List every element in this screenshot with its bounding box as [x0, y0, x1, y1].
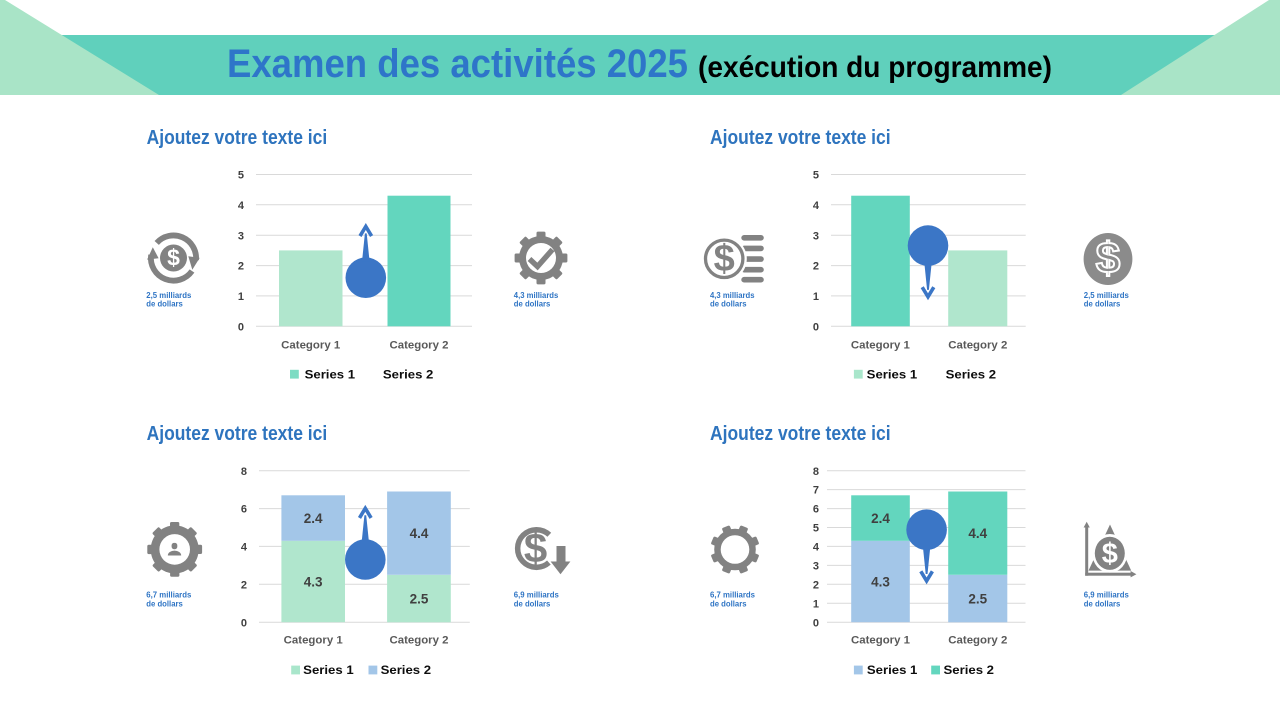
svg-text:Examen des activités 2025: Examen des activités 2025 — [227, 42, 688, 86]
svg-text:$: $ — [1096, 234, 1120, 283]
svg-text:de dollars: de dollars — [1084, 598, 1121, 608]
svg-text:6: 6 — [813, 504, 819, 516]
svg-text:Series 2: Series 2 — [946, 367, 997, 381]
svg-text:4.3: 4.3 — [304, 574, 323, 589]
svg-text:Series 1: Series 1 — [867, 663, 918, 677]
svg-text:Category 1: Category 1 — [284, 635, 343, 647]
svg-text:3: 3 — [813, 230, 819, 242]
svg-text:Series 2: Series 2 — [381, 663, 432, 677]
svg-text:de dollars: de dollars — [146, 299, 183, 309]
svg-text:2: 2 — [813, 261, 819, 273]
svg-text:Category 2: Category 2 — [390, 635, 449, 647]
svg-text:6,7 milliards: 6,7 milliards — [146, 590, 191, 600]
svg-text:de dollars: de dollars — [710, 299, 747, 309]
svg-text:Series 2: Series 2 — [944, 663, 995, 677]
svg-text:4: 4 — [813, 542, 820, 554]
svg-text:8: 8 — [241, 466, 247, 478]
svg-text:3: 3 — [813, 561, 819, 573]
svg-text:1: 1 — [238, 291, 244, 303]
svg-text:de dollars: de dollars — [146, 598, 183, 608]
svg-text:$: $ — [1102, 538, 1118, 570]
svg-text:Series 1: Series 1 — [867, 367, 918, 381]
svg-text:2,5 milliards: 2,5 milliards — [146, 290, 191, 300]
svg-text:$: $ — [524, 525, 547, 572]
svg-text:4.4: 4.4 — [410, 526, 429, 541]
svg-text:de dollars: de dollars — [514, 598, 551, 608]
svg-text:Series 1: Series 1 — [303, 663, 354, 677]
svg-text:4,3 milliards: 4,3 milliards — [710, 290, 755, 300]
svg-text:5: 5 — [238, 170, 244, 182]
svg-text:6,7 milliards: 6,7 milliards — [710, 590, 755, 600]
svg-text:Category 2: Category 2 — [948, 340, 1007, 352]
svg-text:2: 2 — [241, 579, 247, 591]
svg-text:$: $ — [714, 238, 735, 280]
svg-text:5: 5 — [813, 523, 819, 535]
svg-text:0: 0 — [813, 617, 819, 629]
svg-text:2.4: 2.4 — [304, 511, 323, 526]
svg-text:2.4: 2.4 — [871, 511, 890, 526]
svg-text:$: $ — [167, 245, 180, 271]
svg-text:1: 1 — [813, 598, 819, 610]
svg-text:2: 2 — [238, 261, 244, 273]
svg-text:de dollars: de dollars — [514, 299, 551, 309]
svg-text:4,3 milliards: 4,3 milliards — [514, 290, 559, 300]
svg-text:Category 1: Category 1 — [281, 340, 340, 352]
svg-text:2: 2 — [813, 579, 819, 591]
svg-text:1: 1 — [813, 291, 819, 303]
svg-text:7: 7 — [813, 485, 819, 497]
svg-text:5: 5 — [813, 170, 819, 182]
svg-text:4: 4 — [241, 542, 248, 554]
svg-text:4: 4 — [813, 200, 820, 212]
svg-text:Ajoutez votre texte ici: Ajoutez votre texte ici — [710, 127, 891, 149]
svg-text:4.4: 4.4 — [968, 526, 987, 541]
svg-text:Ajoutez votre texte ici: Ajoutez votre texte ici — [710, 423, 891, 445]
svg-text:de dollars: de dollars — [710, 598, 747, 608]
svg-text:4.3: 4.3 — [871, 574, 890, 589]
svg-text:0: 0 — [241, 617, 247, 629]
svg-text:Category 2: Category 2 — [390, 340, 449, 352]
svg-text:6: 6 — [241, 504, 247, 516]
svg-text:2.5: 2.5 — [968, 591, 987, 606]
svg-text:6,9 milliards: 6,9 milliards — [514, 590, 559, 600]
svg-text:de dollars: de dollars — [1084, 299, 1121, 309]
svg-text:Category 1: Category 1 — [851, 635, 910, 647]
svg-text:Series 2: Series 2 — [383, 367, 434, 381]
svg-text:0: 0 — [238, 321, 244, 333]
svg-text:2,5 milliards: 2,5 milliards — [1084, 290, 1129, 300]
svg-text:Series 1: Series 1 — [305, 367, 356, 381]
svg-text:0: 0 — [813, 321, 819, 333]
svg-text:3: 3 — [238, 230, 244, 242]
svg-text:Ajoutez votre texte ici: Ajoutez votre texte ici — [147, 127, 328, 149]
svg-text:Ajoutez votre texte ici: Ajoutez votre texte ici — [147, 423, 328, 445]
svg-text:Category 1: Category 1 — [851, 340, 910, 352]
svg-text:4: 4 — [238, 200, 245, 212]
svg-text:8: 8 — [813, 466, 819, 478]
svg-text:2.5: 2.5 — [410, 591, 429, 606]
svg-text:(exécution du programme): (exécution du programme) — [698, 51, 1052, 84]
svg-text:6,9 milliards: 6,9 milliards — [1084, 590, 1129, 600]
svg-text:Category 2: Category 2 — [948, 635, 1007, 647]
